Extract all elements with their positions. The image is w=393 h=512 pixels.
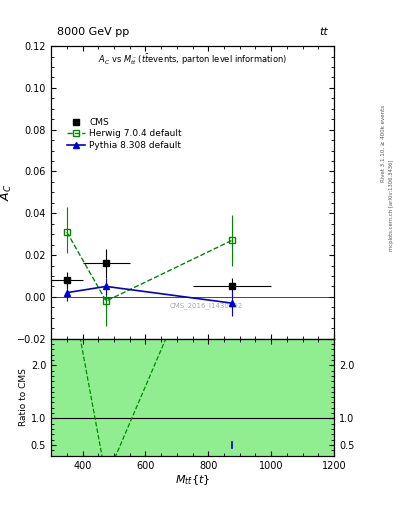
X-axis label: $M_{t\bar{t}}$$\{t\}$: $M_{t\bar{t}}$$\{t\}$ — [175, 473, 210, 487]
Text: CMS_2016_I1430892: CMS_2016_I1430892 — [170, 303, 243, 309]
Text: Rivet 3.1.10, ≥ 400k events: Rivet 3.1.10, ≥ 400k events — [381, 105, 386, 182]
Legend: CMS, Herwig 7.0.4 default, Pythia 8.308 default: CMS, Herwig 7.0.4 default, Pythia 8.308 … — [64, 115, 185, 153]
Text: 8000 GeV pp: 8000 GeV pp — [57, 27, 129, 37]
Y-axis label: $A_C$: $A_C$ — [0, 184, 14, 201]
Text: $A_C$ vs $M_{t\bar{t}}$ ($t\bar{t}$events, parton level information): $A_C$ vs $M_{t\bar{t}}$ ($t\bar{t}$event… — [98, 52, 287, 67]
Text: mcplots.cern.ch [arXiv:1306.3436]: mcplots.cern.ch [arXiv:1306.3436] — [389, 159, 393, 250]
Y-axis label: Ratio to CMS: Ratio to CMS — [19, 368, 28, 426]
Text: tt: tt — [320, 27, 329, 37]
